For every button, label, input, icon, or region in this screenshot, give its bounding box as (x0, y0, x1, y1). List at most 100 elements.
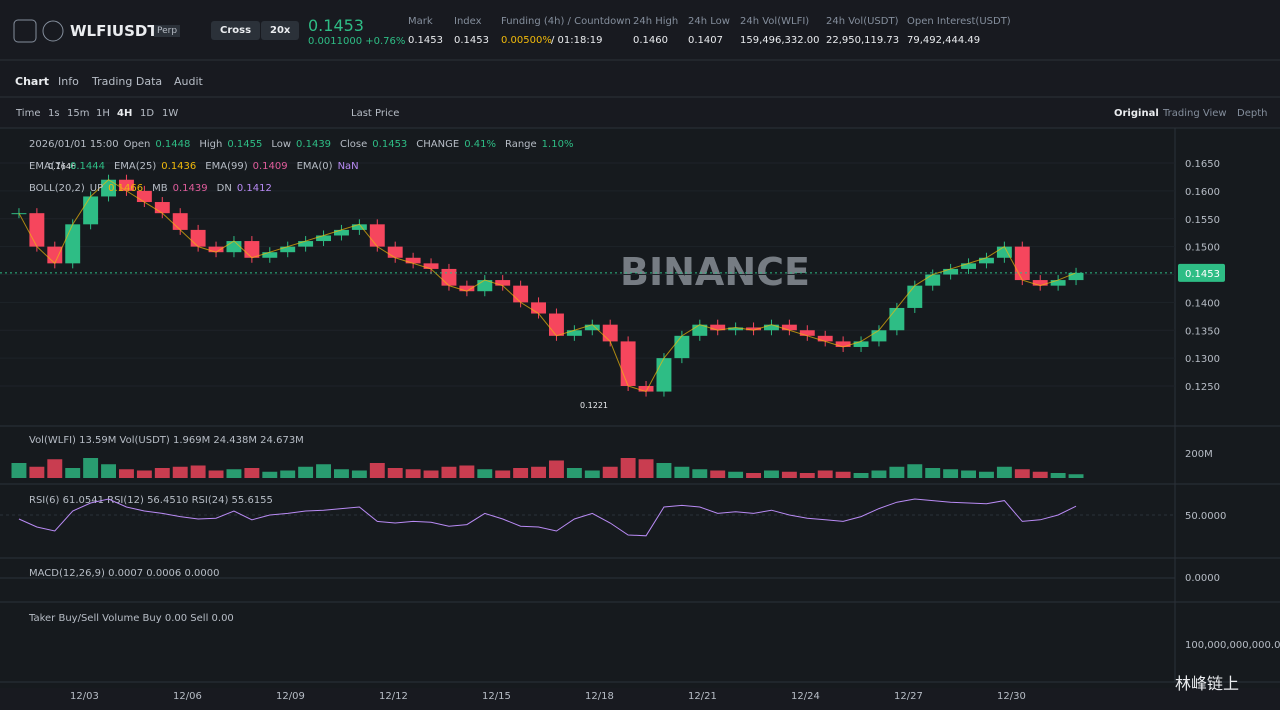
candle (369, 224, 385, 247)
tab[interactable]: Chart (15, 75, 50, 88)
legend-label: EMA(25) (113, 161, 157, 172)
candle (799, 330, 815, 336)
candle (459, 285, 475, 292)
badge: Perp (154, 25, 181, 37)
volume-bar (29, 466, 45, 478)
candle (566, 330, 582, 336)
stat-label: 24h High (633, 16, 679, 27)
legend-label: Range (504, 139, 537, 150)
legend-value: 1.10% (541, 139, 574, 150)
interval[interactable]: 1s (48, 108, 60, 119)
macd-tick-label: 0.0000 (1185, 573, 1220, 584)
tab[interactable]: Info (58, 75, 79, 88)
legend-value: 0.1466 (108, 183, 144, 194)
volume-bar (459, 465, 475, 478)
candle (835, 341, 851, 347)
volume-bar (477, 469, 493, 478)
legend-value: NaN (337, 161, 359, 172)
interval[interactable]: 1H (96, 108, 110, 119)
view-option[interactable]: Original (1114, 108, 1159, 119)
legend-label: CHANGE (416, 139, 460, 150)
volume-bar (298, 466, 314, 478)
candle (101, 179, 116, 197)
candle (29, 213, 45, 247)
low-note: 0.1221 (580, 401, 608, 410)
stat-label: Index (454, 16, 482, 27)
volume-bar (943, 469, 959, 478)
candle (692, 324, 708, 336)
tab[interactable]: Audit (174, 75, 203, 88)
volume-bar (549, 460, 564, 478)
candle (996, 246, 1012, 258)
interval[interactable]: 4H (117, 108, 133, 119)
volume-tick-label: 200M (1185, 449, 1213, 460)
candle (961, 263, 976, 269)
volume-bar (602, 466, 618, 478)
volume-bar (423, 470, 439, 478)
interval[interactable]: 15m (67, 108, 90, 119)
price-change: 0.0011000 +0.76% (308, 36, 406, 47)
candle (208, 246, 224, 253)
volume-bar (907, 464, 923, 478)
candle (119, 179, 134, 191)
candle (334, 229, 349, 236)
view-option[interactable]: Depth (1237, 108, 1268, 119)
legend-label: High (199, 139, 223, 150)
candle (1032, 280, 1048, 286)
legend-label: Low (271, 139, 292, 150)
legend-value: 0.1448 (155, 139, 191, 150)
candle (136, 190, 152, 203)
volume-bar (799, 473, 815, 478)
interval[interactable]: 1D (140, 108, 155, 119)
stat-value: 0.1407 (688, 35, 723, 46)
stat-label: 24h Low (688, 16, 730, 27)
tab[interactable]: Trading Data (92, 75, 163, 88)
volume-bar (531, 466, 546, 478)
volume-bar (1050, 473, 1066, 478)
volume-bar (692, 469, 708, 478)
volume-bar (244, 468, 260, 478)
stat-label: 24h Vol(USDT) (826, 16, 899, 27)
volume-bar (817, 470, 833, 478)
candle (83, 196, 99, 225)
candle (889, 307, 905, 331)
leverage-button[interactable]: 20x (261, 21, 300, 40)
volume-bar (1032, 471, 1048, 478)
stat-extra: / 01:18:19 (551, 35, 603, 46)
volume-bar (620, 458, 636, 478)
candle (907, 285, 923, 308)
date-label: 12/06 (173, 691, 202, 702)
legend-row: BOLL(20,2) UP 0.1466 MB 0.1439 DN 0.1412 (29, 183, 276, 194)
legend-label: EMA(7) (29, 161, 65, 172)
volume-bar (262, 471, 278, 478)
price-type[interactable]: Last Price (351, 108, 400, 119)
candle (244, 241, 260, 258)
price-tick-label: 0.1650 (1185, 159, 1220, 170)
price-tick-label: 0.1300 (1185, 354, 1220, 365)
candle (638, 386, 654, 392)
volume-bar (746, 473, 761, 478)
volume-bar (889, 466, 905, 478)
volume-bar (513, 468, 529, 478)
volume-bar (316, 464, 331, 478)
candle (190, 229, 206, 247)
interval[interactable]: 1W (162, 108, 179, 119)
rsi-legend: RSI(6) 61.0541 RSI(12) 56.4510 RSI(24) 5… (29, 495, 273, 506)
volume-bar (961, 470, 976, 478)
date-label: 12/09 (276, 691, 305, 702)
margin-button[interactable]: Cross (211, 21, 261, 40)
stat-value: 0.1453 (408, 35, 443, 46)
candle (674, 335, 690, 359)
volume-bar (83, 458, 99, 478)
interval: Time (16, 108, 41, 119)
volume-bar (495, 470, 511, 478)
date-label: 12/21 (688, 691, 717, 702)
view-option[interactable]: Trading View (1163, 108, 1227, 119)
volume-bar (728, 471, 744, 478)
volume-bar (835, 471, 851, 478)
volume-bar (369, 463, 385, 478)
volume-bar (441, 466, 457, 478)
stat-label: 24h Vol(WLFI) (740, 16, 810, 27)
price-tick-label: 0.1400 (1185, 298, 1220, 309)
legend-label: Close (340, 139, 368, 150)
